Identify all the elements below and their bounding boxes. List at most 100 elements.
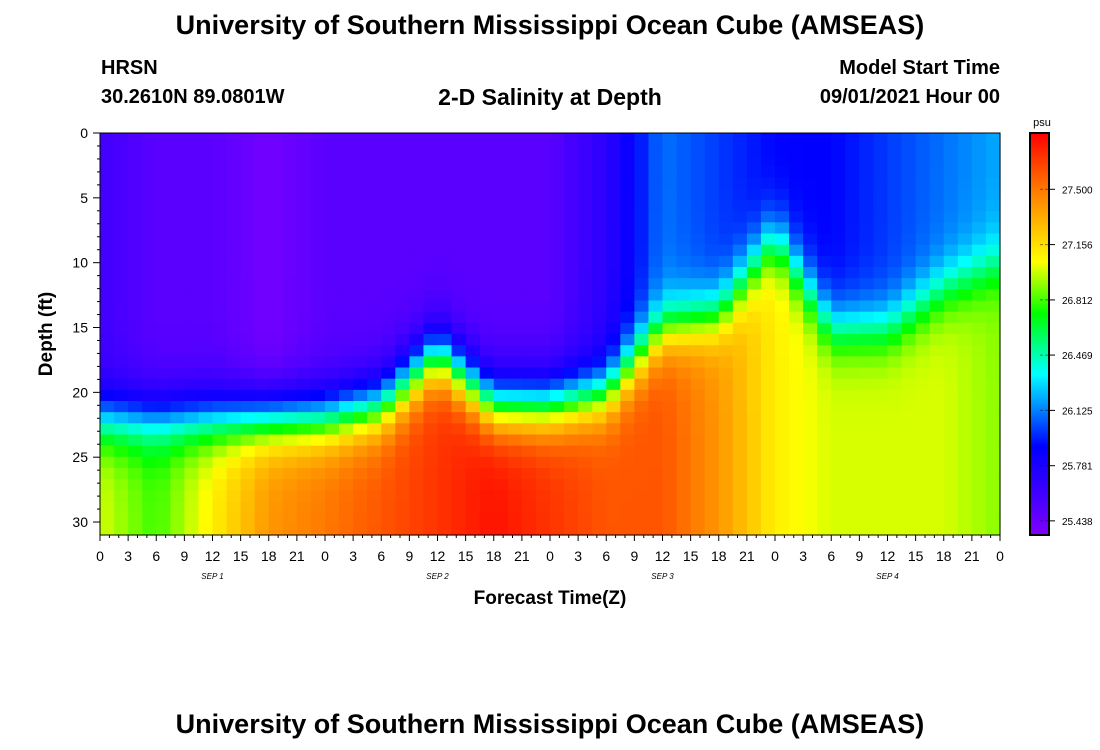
heatmap-cell <box>592 255 607 268</box>
heatmap-cell <box>662 188 678 201</box>
heatmap-cell <box>901 389 917 402</box>
heatmap-cell <box>479 389 495 402</box>
heatmap-cell <box>592 445 607 458</box>
heatmap-cell <box>521 512 537 525</box>
heatmap-cell <box>409 389 425 402</box>
heatmap-cell <box>718 322 734 335</box>
heatmap-cell <box>156 367 171 380</box>
heatmap-cell <box>676 378 692 391</box>
heatmap-cell <box>718 468 734 480</box>
heatmap-cell <box>395 300 410 313</box>
heatmap-cell <box>564 311 579 324</box>
heatmap-cell <box>212 367 228 380</box>
heatmap-cell <box>831 278 846 290</box>
heatmap-cell <box>789 378 804 391</box>
heatmap-cell <box>128 378 143 391</box>
heatmap-cell <box>606 389 621 402</box>
heatmap-cell <box>718 222 734 235</box>
heatmap-cell <box>760 434 776 447</box>
heatmap-cell <box>803 155 818 168</box>
heatmap-cell <box>971 322 987 335</box>
heatmap-cell <box>676 255 692 268</box>
heatmap-cell <box>507 144 523 156</box>
heatmap-cell <box>817 244 832 257</box>
heatmap-cell <box>901 133 917 145</box>
heatmap-cell <box>971 144 987 156</box>
heatmap-cell <box>845 300 860 313</box>
heatmap-cell <box>817 468 832 480</box>
heatmap-cell <box>620 445 635 458</box>
heatmap-cell <box>367 523 382 536</box>
heatmap-cell <box>100 401 115 413</box>
heatmap-cell <box>114 133 129 145</box>
heatmap-cell <box>831 289 846 302</box>
heatmap-cell <box>353 401 368 413</box>
heatmap-cell <box>142 244 157 257</box>
heatmap-cell <box>507 345 523 357</box>
heatmap-cell <box>578 479 593 491</box>
heatmap-cell <box>493 300 509 313</box>
heatmap-cell <box>634 412 650 424</box>
heatmap-cell <box>746 378 762 391</box>
heatmap-cell <box>634 456 650 469</box>
y-tick-label: 10 <box>72 255 88 271</box>
heatmap-cell <box>395 311 410 324</box>
heatmap-cell <box>648 412 664 424</box>
heatmap-cell <box>550 244 565 257</box>
heatmap-cell <box>718 479 734 491</box>
heatmap-cell <box>957 144 973 156</box>
heatmap-cell <box>100 233 115 246</box>
heatmap-cell <box>353 356 368 369</box>
heatmap-cell <box>367 311 382 324</box>
heatmap-cell <box>156 479 171 491</box>
heatmap-cell <box>662 523 678 536</box>
x-tick-label: 6 <box>152 548 160 564</box>
heatmap-cell <box>634 133 650 145</box>
station-coords: 30.2610N 89.0801W <box>101 86 285 108</box>
heatmap-cell <box>395 456 410 469</box>
heatmap-cell <box>550 512 565 525</box>
heatmap-cell <box>423 490 439 503</box>
heatmap-cell <box>142 445 157 458</box>
heatmap-cell <box>648 479 664 491</box>
heatmap-cell <box>282 401 298 413</box>
heatmap-cell <box>648 356 664 369</box>
heatmap-cell <box>718 166 734 179</box>
heatmap-cell <box>915 311 931 324</box>
heatmap-cell <box>550 423 565 436</box>
heatmap-cell <box>718 445 734 458</box>
heatmap-cell <box>409 322 425 335</box>
heatmap-cell <box>789 512 804 525</box>
heatmap-cell <box>985 278 1001 290</box>
heatmap-cell <box>943 166 959 179</box>
heatmap-cell <box>775 378 790 391</box>
heatmap-cell <box>184 300 200 313</box>
heatmap-cell <box>325 468 340 480</box>
heatmap-cell <box>254 278 270 290</box>
heatmap-cell <box>845 490 860 503</box>
heatmap-cell <box>156 345 171 357</box>
heatmap-cell <box>620 412 635 424</box>
heatmap-cell <box>648 468 664 480</box>
heatmap-cell <box>296 423 312 436</box>
heatmap-cell <box>381 356 396 369</box>
heatmap-cell <box>620 311 635 324</box>
heatmap-cell <box>381 490 396 503</box>
heatmap-cell <box>142 144 157 156</box>
heatmap-cell <box>423 367 439 380</box>
heatmap-cell <box>831 389 846 402</box>
heatmap-cell <box>142 468 157 480</box>
heatmap-cell <box>268 523 284 536</box>
heatmap-cell <box>310 389 326 402</box>
heatmap-cell <box>887 322 903 335</box>
heatmap-cell <box>817 133 832 145</box>
heatmap-cell <box>296 468 312 480</box>
heatmap-cell <box>128 188 143 201</box>
heatmap-cell <box>929 479 945 491</box>
heatmap-cell <box>465 423 481 436</box>
heatmap-cell <box>465 144 481 156</box>
heatmap-cell <box>859 501 875 514</box>
heatmap-cell <box>859 356 875 369</box>
heatmap-cell <box>620 423 635 436</box>
heatmap-cell <box>873 512 889 525</box>
